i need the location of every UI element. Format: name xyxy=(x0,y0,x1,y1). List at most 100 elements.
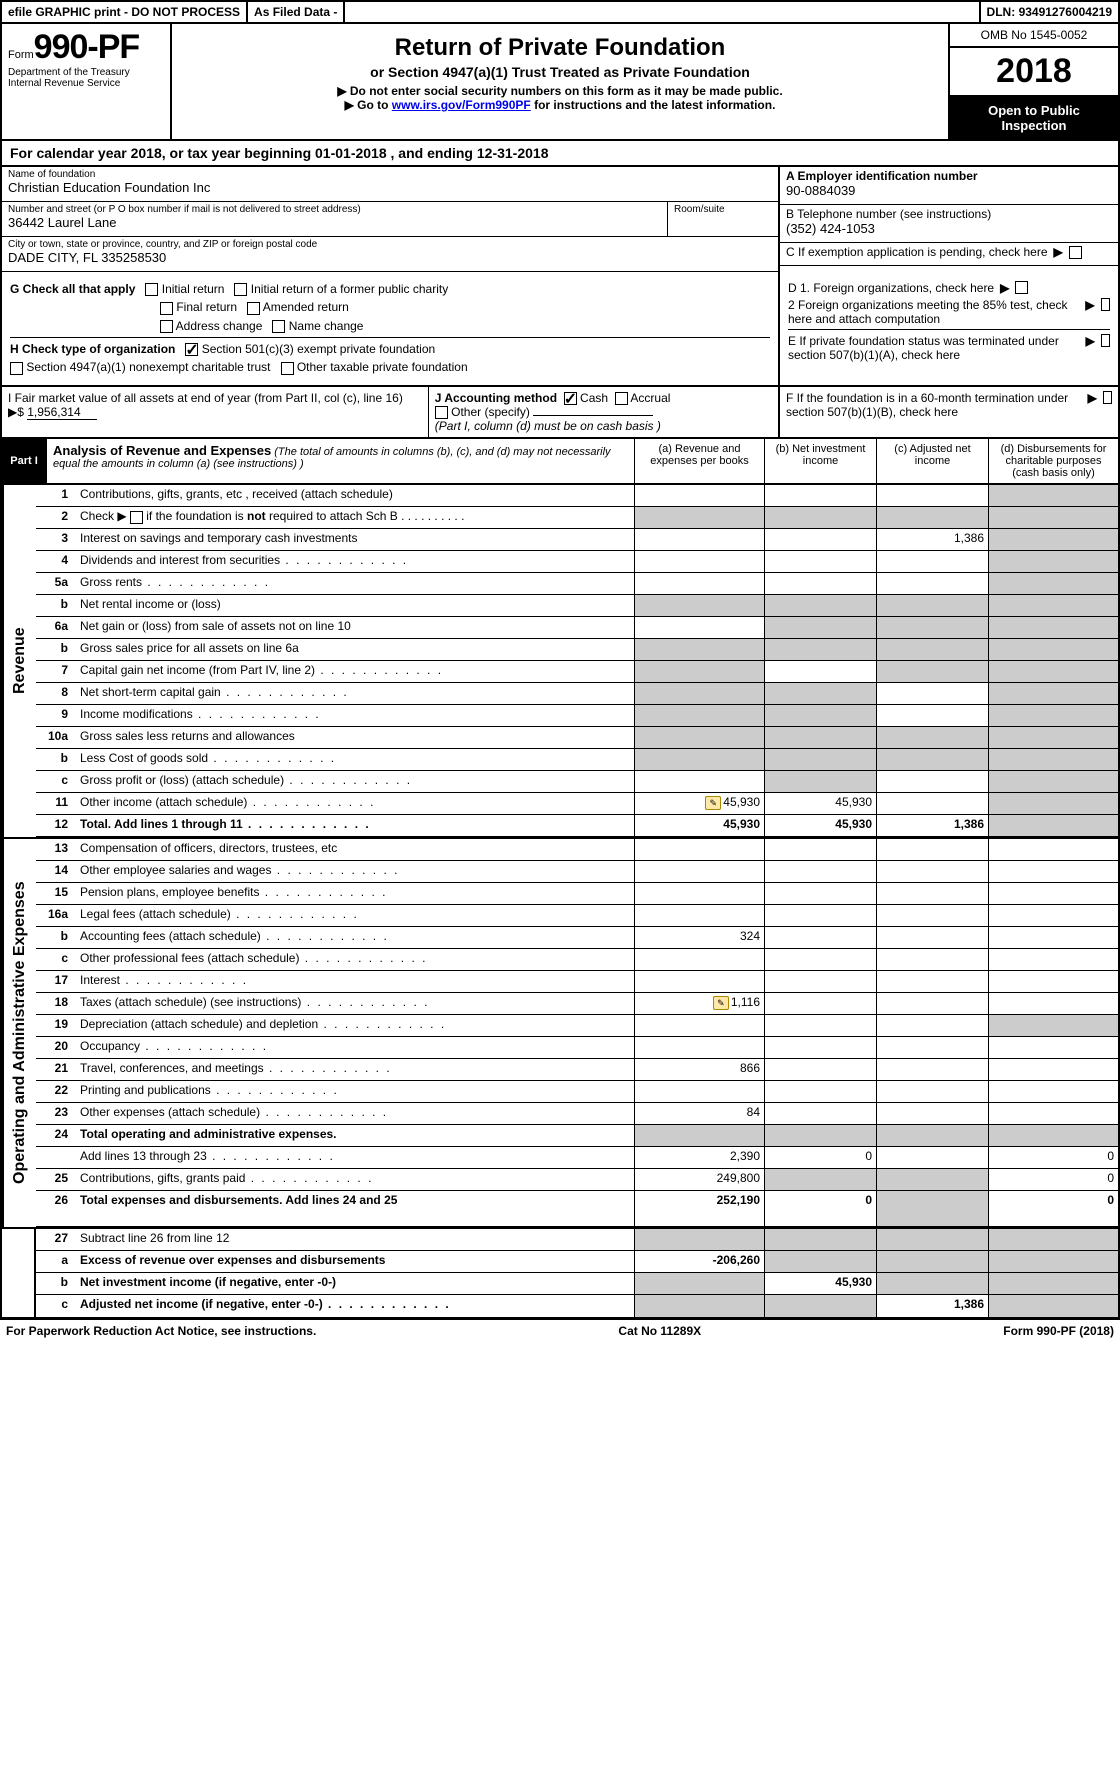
j-accrual-checkbox[interactable] xyxy=(615,392,628,405)
g-row2: Final return Amended return xyxy=(10,300,770,314)
info-right: A Employer identification number 90-0884… xyxy=(778,167,1118,272)
omb-number: OMB No 1545-0052 xyxy=(950,24,1118,48)
j-cash-checkbox[interactable] xyxy=(564,392,577,405)
ssn-note: ▶ Do not enter social security numbers o… xyxy=(182,84,938,98)
g-address-checkbox[interactable] xyxy=(160,320,173,333)
g-opt-initial: Initial return xyxy=(162,282,225,296)
line-27: 27Subtract line 26 from line 12 xyxy=(36,1229,1118,1251)
attachment-icon[interactable]: ✎ xyxy=(705,796,721,810)
col-c-header: (c) Adjusted net income xyxy=(876,439,988,483)
expenses-side-label: Operating and Administrative Expenses xyxy=(2,839,36,1227)
col-b-header: (b) Net investment income xyxy=(764,439,876,483)
revenue-rows: 1Contributions, gifts, grants, etc , rec… xyxy=(36,485,1118,837)
footer-cat: Cat No 11289X xyxy=(618,1324,701,1338)
f-checkbox[interactable] xyxy=(1103,391,1112,404)
schb-checkbox[interactable] xyxy=(130,511,143,524)
e-checkbox[interactable] xyxy=(1101,334,1110,347)
arrow-icon: ▶ xyxy=(1054,245,1063,259)
line-6a: 6aNet gain or (loss) from sale of assets… xyxy=(36,617,1118,639)
attachment-icon[interactable]: ✎ xyxy=(713,996,729,1010)
line-22: 22Printing and publications xyxy=(36,1081,1118,1103)
header-center: Return of Private Foundation or Section … xyxy=(172,24,948,139)
line-27b: bNet investment income (if negative, ent… xyxy=(36,1273,1118,1295)
d1-checkbox[interactable] xyxy=(1015,281,1028,294)
g-initial-former-checkbox[interactable] xyxy=(234,283,247,296)
line-16b: bAccounting fees (attach schedule)324 xyxy=(36,927,1118,949)
revenue-section: Revenue 1Contributions, gifts, grants, e… xyxy=(0,485,1120,839)
f-block: F If the foundation is in a 60-month ter… xyxy=(778,387,1118,438)
line-10a: 10aGross sales less returns and allowanc… xyxy=(36,727,1118,749)
g-initial-checkbox[interactable] xyxy=(145,283,158,296)
h-4947-checkbox[interactable] xyxy=(10,362,23,375)
line-5b: bNet rental income or (loss) xyxy=(36,595,1118,617)
cy-begin: 01-01-2018 xyxy=(315,145,387,161)
g-final-checkbox[interactable] xyxy=(160,302,173,315)
room-label: Room/suite xyxy=(668,202,778,236)
h-opt3: Other taxable private foundation xyxy=(297,360,468,374)
j-accrual: Accrual xyxy=(630,391,670,405)
h-row: H Check type of organization Section 501… xyxy=(10,337,770,356)
page-footer: For Paperwork Reduction Act Notice, see … xyxy=(0,1319,1120,1342)
fmv-value: 1,956,314 xyxy=(27,405,97,420)
j-other: Other (specify) xyxy=(451,405,530,419)
line-6b: bGross sales price for all assets on lin… xyxy=(36,639,1118,661)
c-checkbox[interactable] xyxy=(1069,246,1082,259)
as-filed: As Filed Data - xyxy=(248,2,345,22)
cy-mid: , and ending xyxy=(391,145,477,161)
addr-label: Number and street (or P O box number if … xyxy=(8,204,661,215)
form-subtitle: or Section 4947(a)(1) Trust Treated as P… xyxy=(182,64,938,80)
line-24: 24Total operating and administrative exp… xyxy=(36,1125,1118,1147)
part1-header: Part I Analysis of Revenue and Expenses … xyxy=(0,439,1120,485)
header-left: Form990-PF Department of the Treasury In… xyxy=(2,24,172,139)
line-3: 3Interest on savings and temporary cash … xyxy=(36,529,1118,551)
arrow-icon: ▶ xyxy=(1000,281,1009,295)
ein-label: A Employer identification number xyxy=(786,169,1112,183)
j-other-checkbox[interactable] xyxy=(435,406,448,419)
ij-left: I Fair market value of all assets at end… xyxy=(2,387,778,438)
part1-title: Analysis of Revenue and Expenses (The to… xyxy=(46,439,634,483)
j-note: (Part I, column (d) must be on cash basi… xyxy=(435,419,661,433)
g-name-checkbox[interactable] xyxy=(272,320,285,333)
line-7: 7Capital gain net income (from Part IV, … xyxy=(36,661,1118,683)
dept-irs: Internal Revenue Service xyxy=(8,78,164,89)
h-501c3-checkbox[interactable] xyxy=(185,343,198,356)
g-opt-final: Final return xyxy=(176,300,237,314)
city-label: City or town, state or province, country… xyxy=(8,239,772,250)
line-12: 12Total. Add lines 1 through 1145,93045,… xyxy=(36,815,1118,837)
line-14: 14Other employee salaries and wages xyxy=(36,861,1118,883)
j-other-specify xyxy=(533,415,653,416)
line-5a: 5aGross rents xyxy=(36,573,1118,595)
irs-link[interactable]: www.irs.gov/Form990PF xyxy=(392,98,531,112)
tax-year: 2018 xyxy=(950,48,1118,97)
exemption-pending: C If exemption application is pending, c… xyxy=(780,243,1118,266)
open-inspection: Open to Public Inspection xyxy=(950,97,1118,139)
d2-checkbox[interactable] xyxy=(1101,298,1110,311)
d2-item: 2 Foreign organizations meeting the 85% … xyxy=(788,298,1110,326)
h-row2: Section 4947(a)(1) nonexempt charitable … xyxy=(10,360,770,374)
e-item: E If private foundation status was termi… xyxy=(788,329,1110,362)
expenses-rows: 13Compensation of officers, directors, t… xyxy=(36,839,1118,1227)
line-15: 15Pension plans, employee benefits xyxy=(36,883,1118,905)
f-label: F If the foundation is in a 60-month ter… xyxy=(786,391,1082,419)
col-a-header: (a) Revenue and expenses per books xyxy=(634,439,764,483)
g-opt-initial-former: Initial return of a former public charit… xyxy=(251,282,448,296)
col-d-header: (d) Disbursements for charitable purpose… xyxy=(988,439,1118,483)
city-value: DADE CITY, FL 335258530 xyxy=(8,250,772,265)
line-11: 11Other income (attach schedule)✎45,9304… xyxy=(36,793,1118,815)
line-23: 23Other expenses (attach schedule)84 xyxy=(36,1103,1118,1125)
i-block: I Fair market value of all assets at end… xyxy=(2,387,429,438)
net-side xyxy=(2,1229,36,1317)
check-left: G Check all that apply Initial return In… xyxy=(2,272,778,385)
g-opt-amended: Amended return xyxy=(263,300,349,314)
footer-left: For Paperwork Reduction Act Notice, see … xyxy=(6,1324,316,1338)
line-18: 18Taxes (attach schedule) (see instructi… xyxy=(36,993,1118,1015)
line-20: 20Occupancy xyxy=(36,1037,1118,1059)
g-amended-checkbox[interactable] xyxy=(247,302,260,315)
form-header: Form990-PF Department of the Treasury In… xyxy=(0,24,1120,141)
h-other-checkbox[interactable] xyxy=(281,362,294,375)
phone-label: B Telephone number (see instructions) xyxy=(786,207,1112,221)
g-label: G Check all that apply xyxy=(10,282,135,296)
arrow-icon: ▶ xyxy=(1085,298,1094,312)
line-24b: Add lines 13 through 232,39000 xyxy=(36,1147,1118,1169)
phone-value: (352) 424-1053 xyxy=(786,221,1112,236)
